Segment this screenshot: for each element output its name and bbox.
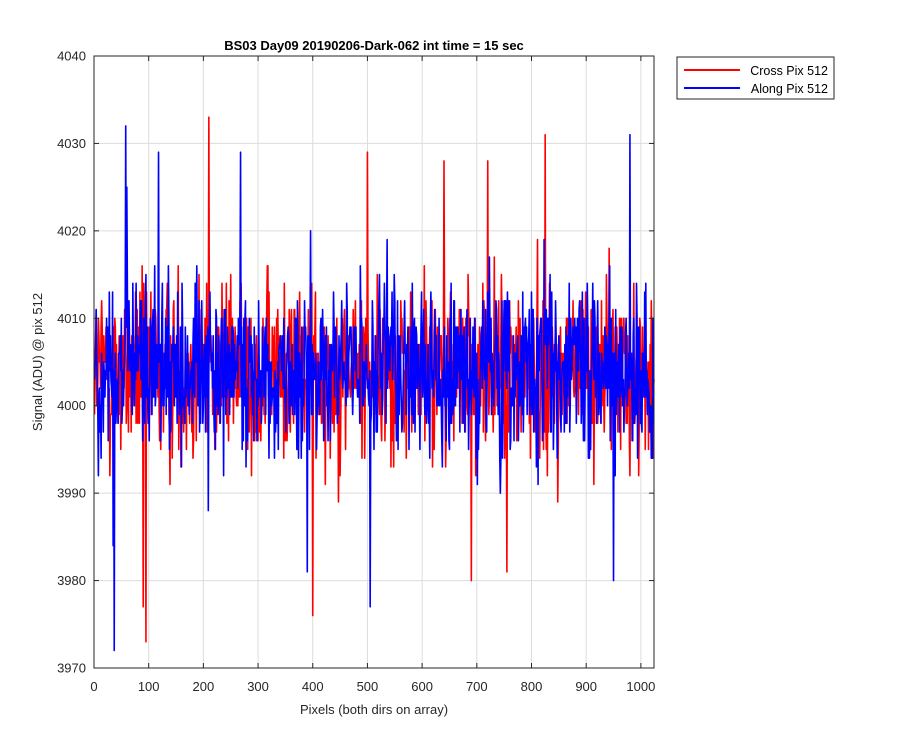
x-axis-label: Pixels (both dirs on array) [300,702,448,717]
y-tick-label: 4040 [57,49,86,64]
y-tick-label: 4020 [57,223,86,238]
x-tick-label: 300 [247,679,269,694]
x-tick-label: 1000 [626,679,655,694]
y-tick-label: 4010 [57,311,86,326]
legend-label-cross: Cross Pix 512 [750,64,828,78]
y-axis-label: Signal (ADU) @ pix 512 [30,293,45,431]
x-tick-label: 200 [193,679,215,694]
x-tick-label: 600 [411,679,433,694]
legend-box [676,56,835,100]
y-tick-label: 3980 [57,573,86,588]
legend-label-along: Along Pix 512 [751,82,828,96]
x-tick-label: 0 [90,679,97,694]
plot-frame [93,55,655,669]
legend: Cross Pix 512 Along Pix 512 [676,56,835,100]
x-tick-label: 400 [302,679,324,694]
y-tick-label: 4030 [57,136,86,151]
x-tick-label: 800 [521,679,543,694]
x-tick-label: 900 [575,679,597,694]
x-tick-label: 500 [357,679,379,694]
x-axis-ticks: 0 100 200 300 400 500 600 700 800 900 1000 [90,56,655,694]
y-axis-ticks: 3970 3980 3990 4000 4010 4020 4030 4040 [57,49,654,676]
y-tick-label: 3970 [57,661,86,676]
chart-title: BS03 Day09 20190206-Dark-062 int time = … [224,38,524,53]
x-tick-label: 700 [466,679,488,694]
y-tick-label: 3990 [57,486,86,501]
x-tick-label: 100 [138,679,160,694]
y-tick-label: 4000 [57,398,86,413]
series-lines [93,116,655,652]
series-line-along [93,125,655,652]
